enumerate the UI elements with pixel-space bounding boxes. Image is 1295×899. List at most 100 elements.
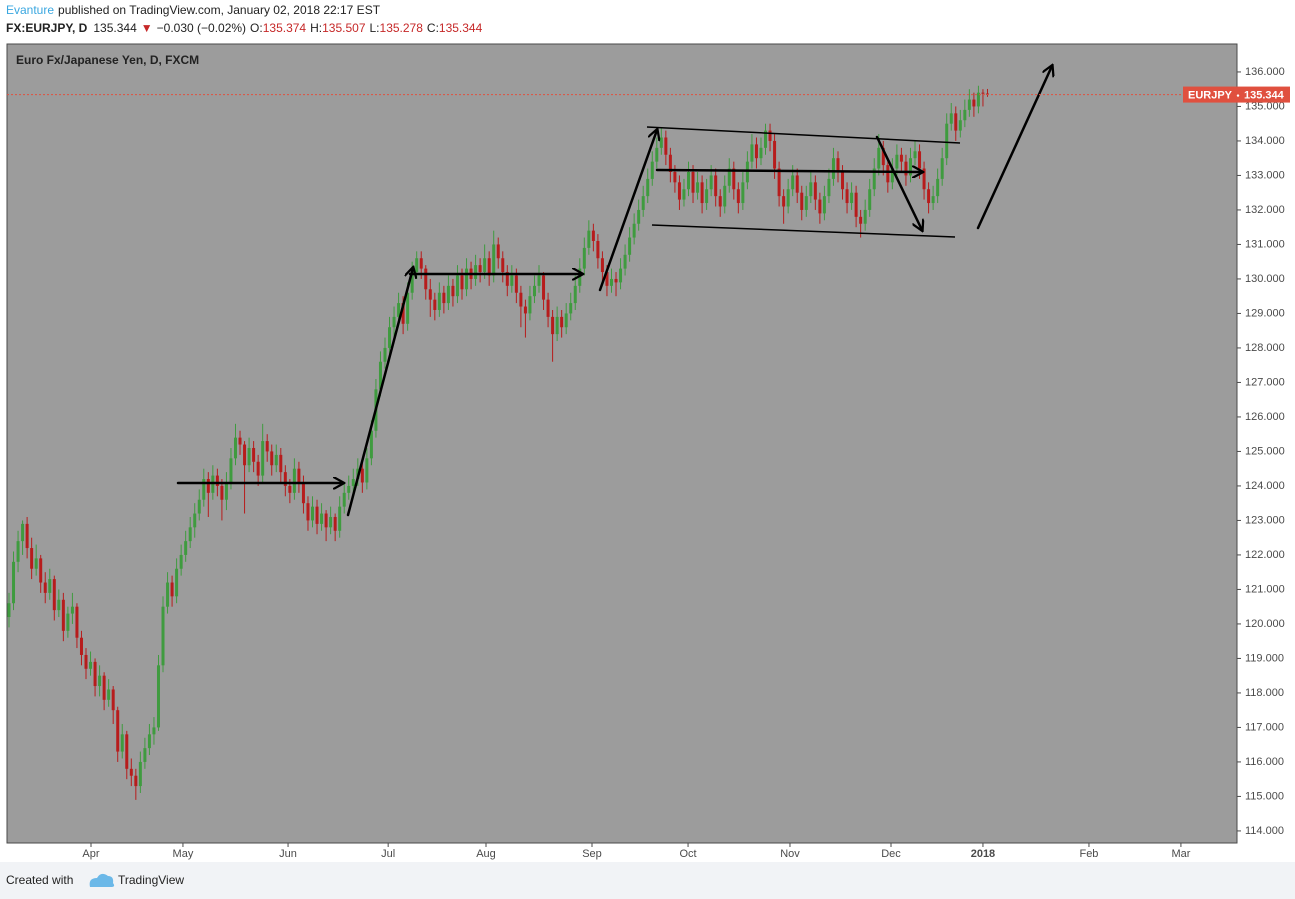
- candle-body: [311, 506, 315, 521]
- candle-body: [79, 637, 83, 655]
- header-line-2: FX:EURJPY, D 135.344 ▼ −0.030 (−0.02%) O:135…: [6, 21, 483, 35]
- candle-body: [52, 579, 56, 611]
- candle-body: [89, 661, 93, 669]
- chart-title: Euro Fx/Japanese Yen, D, FXCM: [16, 53, 199, 67]
- candle-body: [836, 158, 840, 172]
- candle-body: [745, 161, 749, 183]
- candle-body: [129, 768, 133, 776]
- candle-body: [958, 120, 962, 131]
- y-tick-label: 125.000: [1245, 445, 1285, 457]
- candle-body: [813, 182, 817, 200]
- candle-body: [827, 178, 831, 197]
- footer-text: Created with: [6, 873, 73, 887]
- candle-body: [360, 468, 364, 483]
- candle-body: [555, 316, 559, 335]
- candle-body: [546, 299, 550, 317]
- ohlc-value: 135.278: [380, 21, 424, 35]
- candle-body: [705, 189, 709, 204]
- y-tick-label: 132.000: [1245, 204, 1285, 216]
- candle-body: [392, 316, 396, 328]
- candle-body: [664, 137, 668, 155]
- candle-body: [791, 175, 795, 190]
- candle-body: [718, 196, 722, 207]
- candle-body: [845, 189, 849, 204]
- candle-body: [551, 316, 555, 335]
- candle-body: [378, 361, 382, 390]
- candle-body: [460, 275, 464, 290]
- candle-body: [940, 158, 944, 179]
- candle-body: [582, 247, 586, 269]
- candle-body: [614, 278, 618, 283]
- candle-body: [424, 268, 428, 290]
- ohlc-key: C:: [427, 21, 439, 35]
- channel-line: [651, 224, 956, 238]
- candle-body: [301, 482, 305, 504]
- candle-body: [179, 554, 183, 569]
- candle-body: [415, 258, 419, 273]
- candle-body: [646, 178, 650, 197]
- y-tick-label: 115.000: [1245, 790, 1284, 802]
- y-tick-label: 131.000: [1245, 238, 1285, 250]
- candle-body: [12, 561, 16, 604]
- candle-body: [691, 171, 695, 193]
- candle-body: [890, 168, 894, 183]
- drawings: [176, 66, 1052, 517]
- candle-body: [193, 513, 197, 528]
- y-tick-label: 133.000: [1245, 169, 1285, 181]
- candle-body: [478, 265, 482, 273]
- candle-body: [818, 199, 822, 214]
- candle-body: [93, 661, 97, 687]
- candle-body: [782, 196, 786, 207]
- candle-body: [446, 285, 450, 304]
- candle-body: [61, 599, 65, 631]
- candle-body: [161, 606, 165, 666]
- candle-body: [800, 192, 804, 210]
- footer-brand[interactable]: TradingView: [118, 873, 184, 887]
- candle-body: [967, 99, 971, 110]
- candle-body: [908, 158, 912, 176]
- candle-body: [170, 582, 174, 597]
- candle-body: [936, 178, 940, 197]
- candle-body: [877, 147, 881, 169]
- candle-body: [709, 175, 713, 190]
- candle-body: [650, 161, 654, 179]
- y-tick-label: 129.000: [1245, 307, 1285, 319]
- candle-body: [655, 147, 659, 162]
- candle-body: [659, 137, 663, 148]
- candle-body: [474, 265, 478, 279]
- x-tick-label: Feb: [1079, 848, 1098, 860]
- candle-body: [532, 285, 536, 297]
- candle-body: [188, 527, 192, 542]
- candle-body: [455, 275, 459, 297]
- candle-body: [773, 140, 777, 169]
- candle-body: [401, 303, 405, 324]
- candle-body: [560, 316, 564, 328]
- candle-body: [433, 299, 437, 310]
- candle-body: [668, 154, 672, 172]
- candle-body: [505, 272, 509, 286]
- arrow-drawing: [598, 130, 657, 292]
- candle-body: [383, 347, 387, 362]
- candle-body: [419, 258, 423, 269]
- candle-body: [985, 93, 989, 95]
- y-tick-label: 135.000: [1245, 100, 1285, 112]
- candle-body: [886, 165, 890, 183]
- candle-body: [84, 654, 88, 669]
- candle-body: [764, 130, 768, 148]
- candle-body: [641, 196, 645, 210]
- footer-bar: [0, 862, 1295, 899]
- x-tick-label: Apr: [82, 848, 99, 860]
- candle-body: [7, 603, 11, 618]
- author[interactable]: Evanture: [6, 3, 54, 17]
- candle-body: [483, 258, 487, 273]
- arrow: ▼: [141, 21, 153, 35]
- candle-body: [927, 189, 931, 204]
- ohlc-value: 135.507: [322, 21, 366, 35]
- y-tick-label: 120.000: [1245, 618, 1285, 630]
- candle-body: [184, 541, 188, 555]
- candle-body: [30, 548, 34, 569]
- candle-body: [388, 327, 392, 348]
- x-tick-label: Jul: [381, 848, 395, 860]
- candle-body: [125, 734, 129, 769]
